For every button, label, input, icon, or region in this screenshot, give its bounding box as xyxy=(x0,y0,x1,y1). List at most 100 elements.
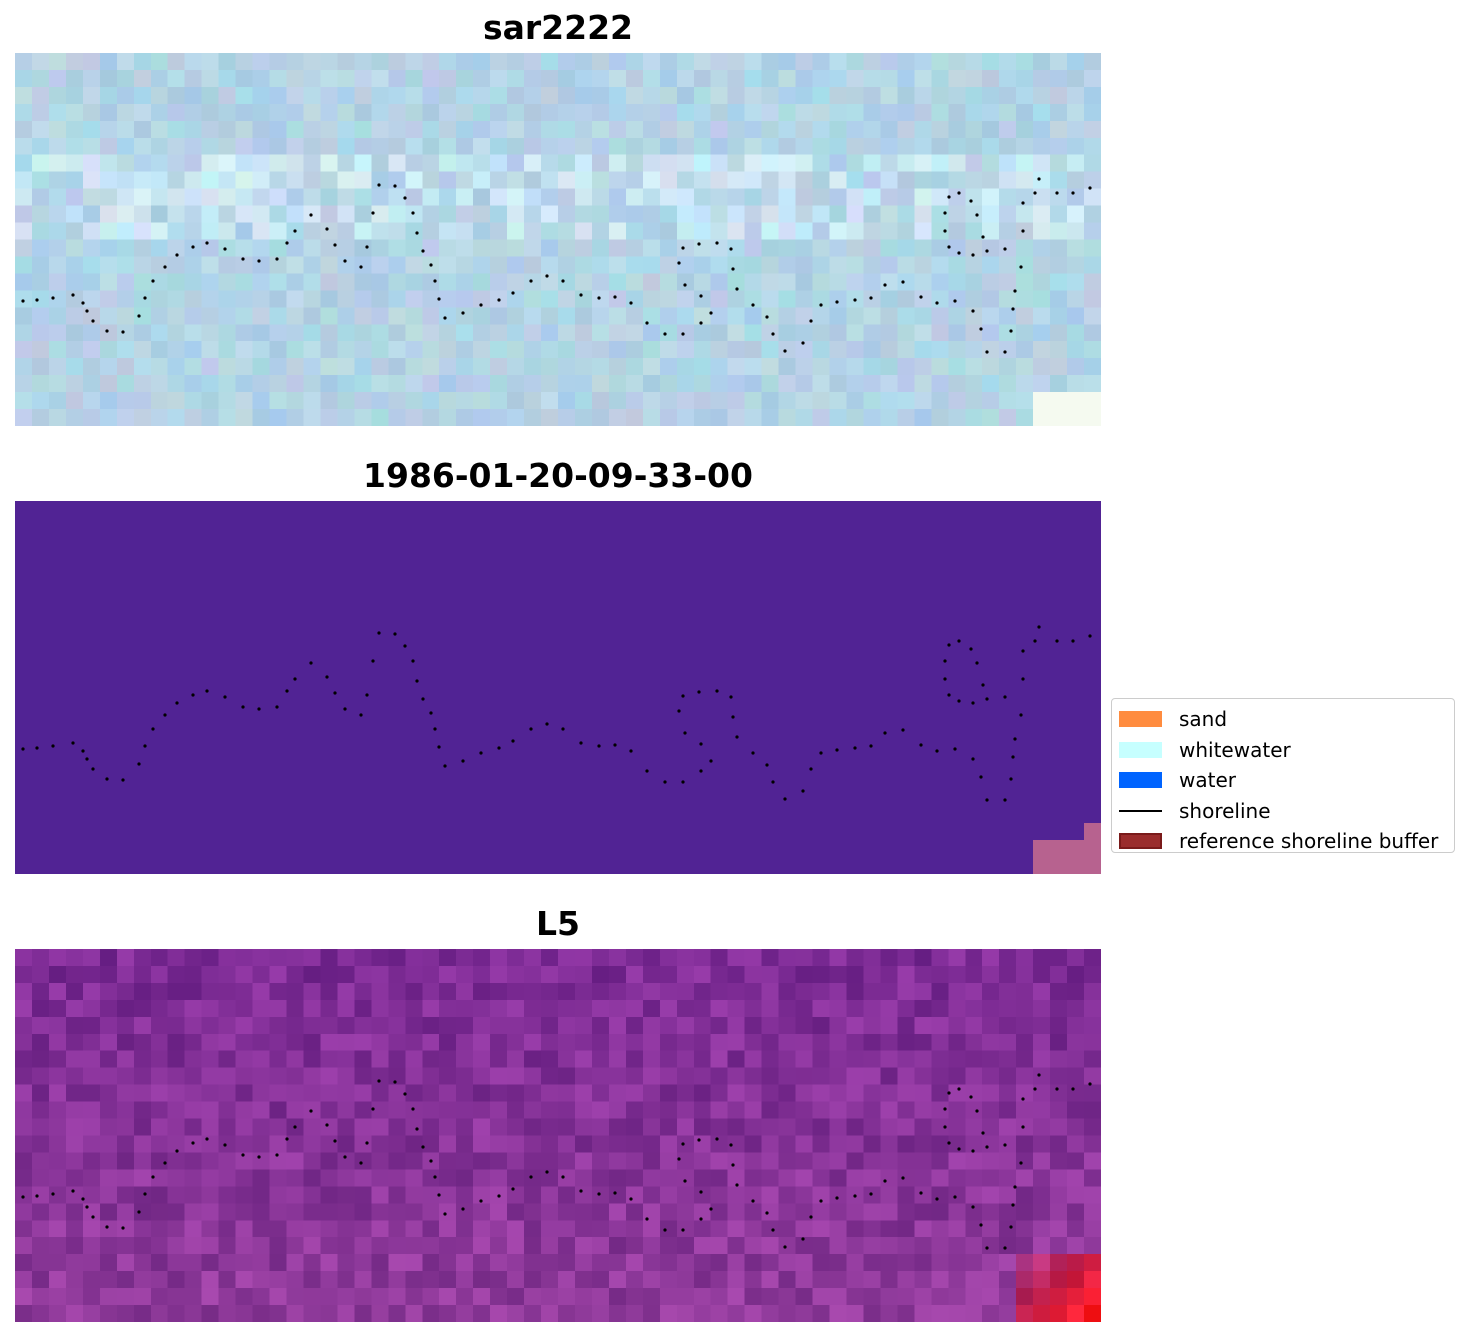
shoreline-point xyxy=(497,298,501,302)
shoreline-point xyxy=(751,303,755,307)
shoreline-point xyxy=(969,1095,973,1099)
shoreline-point xyxy=(853,746,857,750)
shoreline-point xyxy=(645,1217,649,1221)
shoreline-point xyxy=(343,259,347,263)
panel-title-classification: 1986-01-20-09-33-00 xyxy=(363,456,753,495)
shoreline-point xyxy=(663,332,667,336)
shoreline-point xyxy=(365,693,369,697)
classification-image-panel xyxy=(15,501,1101,874)
shoreline-point xyxy=(511,739,515,743)
shoreline-point xyxy=(1037,625,1041,629)
shoreline-point xyxy=(1003,1246,1007,1250)
shoreline-point xyxy=(943,211,947,215)
shoreline-point xyxy=(869,296,873,300)
shoreline-point xyxy=(975,661,979,665)
shoreline-point xyxy=(51,1192,55,1196)
shoreline-point xyxy=(971,253,975,257)
shoreline-point xyxy=(241,257,245,261)
legend-label: sand xyxy=(1179,707,1228,732)
shoreline-point xyxy=(343,1155,347,1159)
shoreline-point xyxy=(285,1137,289,1141)
shoreline-point xyxy=(645,321,649,325)
shoreline-point xyxy=(1055,1087,1059,1091)
shoreline-point xyxy=(365,245,369,249)
legend-item-shoreline: shoreline xyxy=(1119,796,1454,827)
shoreline-point xyxy=(411,659,415,663)
shoreline-point xyxy=(979,327,983,331)
shoreline-point xyxy=(561,279,565,283)
shoreline-point xyxy=(429,263,433,267)
shoreline-point xyxy=(121,330,125,334)
shoreline-point xyxy=(143,296,147,300)
legend-item-reference-shoreline-buffer: reference shoreline buffer xyxy=(1119,826,1454,857)
shoreline-point xyxy=(511,1187,515,1191)
shoreline-point xyxy=(191,1141,195,1145)
shoreline-point xyxy=(971,701,975,705)
shoreline-point xyxy=(683,731,687,735)
legend-swatch-reference-buffer xyxy=(1119,833,1162,850)
shoreline-point xyxy=(985,1145,989,1149)
shoreline-point xyxy=(309,213,313,217)
classification-image xyxy=(15,501,1101,874)
shoreline-point xyxy=(561,1175,565,1179)
shoreline-point xyxy=(731,267,735,271)
shoreline-point xyxy=(81,1197,85,1201)
shoreline-point xyxy=(71,741,75,745)
shoreline-point xyxy=(393,632,397,636)
legend-item-water: water xyxy=(1119,765,1454,796)
shoreline-point xyxy=(223,247,227,251)
shoreline-point xyxy=(71,1189,75,1193)
shoreline-point xyxy=(835,748,839,752)
shoreline-point xyxy=(1013,1185,1017,1189)
shoreline-point xyxy=(1019,1161,1023,1165)
shoreline-point xyxy=(403,644,407,648)
shoreline-point xyxy=(681,694,685,698)
shoreline-point xyxy=(663,780,667,784)
shoreline-point xyxy=(709,759,713,763)
shoreline-point xyxy=(979,1223,983,1227)
legend-label: whitewater xyxy=(1179,737,1291,762)
shoreline-point xyxy=(333,1139,337,1143)
shoreline-point xyxy=(947,195,951,199)
shoreline-point xyxy=(479,751,483,755)
shoreline-point xyxy=(421,1145,425,1149)
shoreline-point xyxy=(529,279,533,283)
sar-image xyxy=(15,53,1101,426)
shoreline-point xyxy=(985,1246,989,1250)
shoreline-point xyxy=(257,1155,261,1159)
shoreline-point xyxy=(91,319,95,323)
shoreline-point xyxy=(985,350,989,354)
shoreline-point xyxy=(143,1192,147,1196)
shoreline-point xyxy=(935,749,939,753)
shoreline-point xyxy=(1033,191,1037,195)
shoreline-point xyxy=(971,1205,975,1209)
legend-swatch-sand xyxy=(1119,711,1162,728)
shoreline-point xyxy=(715,689,719,693)
legend: sand whitewater water shoreline referenc… xyxy=(1111,698,1455,853)
shoreline-point xyxy=(597,296,601,300)
shoreline-point xyxy=(175,1149,179,1153)
shoreline-point xyxy=(699,769,703,773)
shoreline-point xyxy=(735,1183,739,1187)
shoreline-point xyxy=(765,763,769,767)
shoreline-point xyxy=(801,789,805,793)
shoreline-point xyxy=(919,743,923,747)
shoreline-point xyxy=(377,631,381,635)
shoreline-point xyxy=(771,1228,775,1232)
shoreline-point xyxy=(85,309,89,313)
shoreline-point xyxy=(393,184,397,188)
shoreline-point xyxy=(529,1175,533,1179)
shoreline-point xyxy=(943,1125,947,1129)
shoreline-point xyxy=(1071,191,1075,195)
shoreline-point xyxy=(699,1217,703,1221)
shoreline-point xyxy=(1088,186,1092,190)
shoreline-point xyxy=(415,679,419,683)
shoreline-point xyxy=(223,695,227,699)
shoreline-point xyxy=(293,677,297,681)
legend-label: reference shoreline buffer xyxy=(1179,829,1439,854)
shoreline-point xyxy=(403,196,407,200)
shoreline-point xyxy=(1055,191,1059,195)
shoreline-point xyxy=(645,769,649,773)
legend-label: water xyxy=(1179,768,1236,793)
shoreline-point xyxy=(497,1194,501,1198)
